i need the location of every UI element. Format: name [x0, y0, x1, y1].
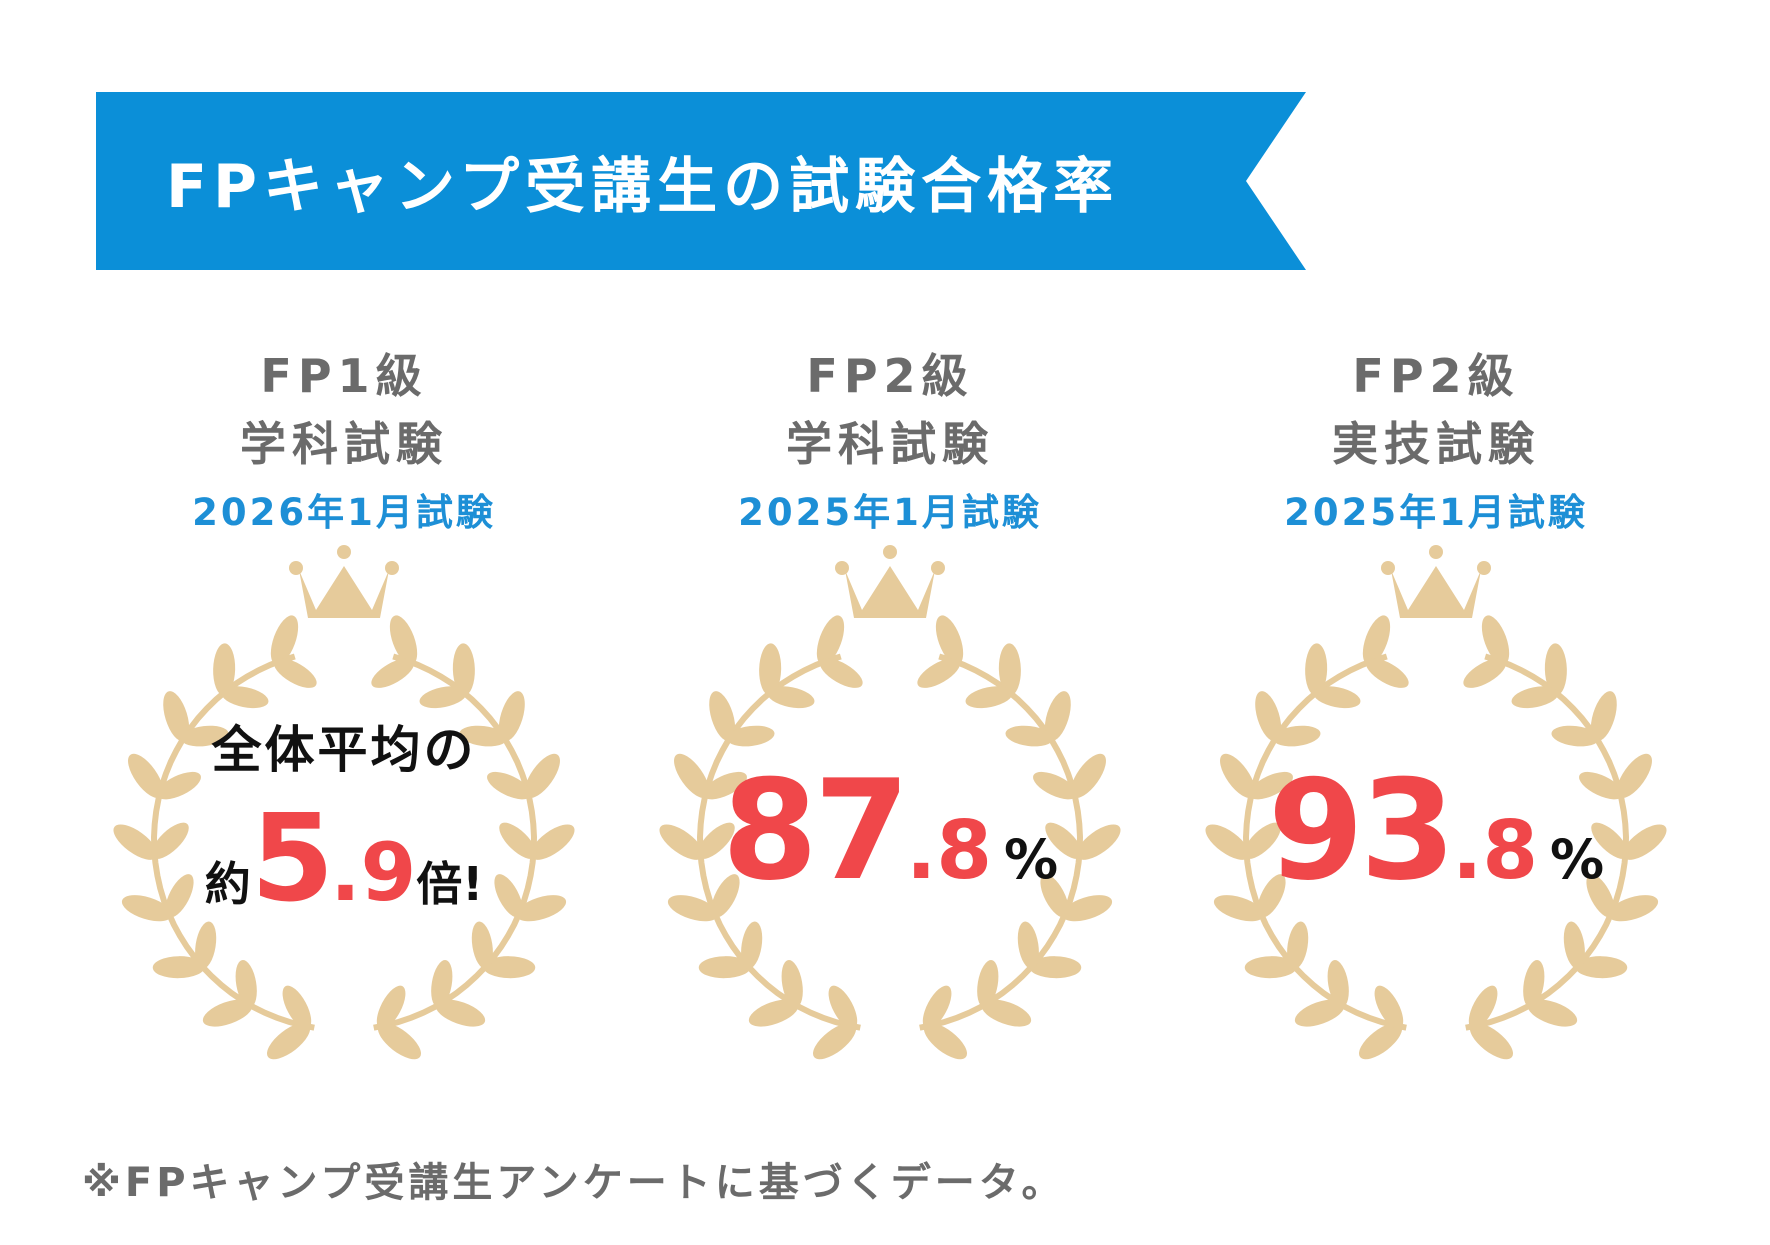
card-exam-type: 学科試験 [240, 417, 448, 471]
multiplier-dec: .9 [330, 826, 417, 919]
ribbon-shape [96, 92, 1306, 270]
header-banner: FPキャンプ受講生の試験合格率 [96, 92, 1306, 270]
card-fp2-gakka: FP2級 学科試験 2025年1月試験 87.8% [630, 330, 1150, 1090]
laurel-right-branch [371, 615, 575, 1060]
card-exam-date: 2026年1月試験 [192, 491, 496, 534]
card-exam-type: 実技試験 [1332, 417, 1540, 471]
percent-unit: % [1550, 828, 1605, 891]
card-exam-type: 学科試験 [786, 417, 994, 471]
pass-rate-int: 93 [1267, 750, 1456, 911]
card-grade: FP2級 [806, 349, 974, 403]
pass-rate: 87.8% [630, 750, 1150, 911]
laurel-wreath-icon [1205, 545, 1667, 1060]
card-exam-date: 2025年1月試験 [1284, 491, 1588, 534]
footnote: ※FPキャンプ受講生アンケートに基づくデータ。 [82, 1160, 1066, 1206]
banner-title: FPキャンプ受講生の試験合格率 [166, 151, 1120, 222]
laurel-left-branch [659, 615, 863, 1060]
laurel-wreath-icon [113, 545, 575, 1060]
multiplier-value: 約5.9倍! [84, 790, 604, 929]
pass-rate: 93.8% [1176, 750, 1696, 911]
crown-icon [289, 545, 399, 618]
percent-unit: % [1004, 828, 1059, 891]
average-label: 全体平均の [211, 721, 477, 779]
card-grade: FP2級 [1352, 349, 1520, 403]
laurel-left-branch [1205, 615, 1409, 1060]
card-fp1-gakka: FP1級 学科試験 2026年1月試験 全体平均の 約5.9倍! [84, 330, 604, 1090]
crown-icon [835, 545, 945, 618]
laurel-right-branch [917, 615, 1121, 1060]
times-label: 倍! [416, 857, 484, 911]
card-exam-date: 2025年1月試験 [738, 491, 1042, 534]
laurel-right-branch [1463, 615, 1667, 1060]
crown-icon [1381, 545, 1491, 618]
pass-rate-dec: .8 [1451, 804, 1538, 897]
about-label: 約 [204, 857, 251, 911]
laurel-wreath-icon [659, 545, 1121, 1060]
multiplier-int: 5 [250, 790, 334, 929]
pass-rate-int: 87 [721, 750, 910, 911]
laurel-left-branch [113, 615, 317, 1060]
card-fp2-jitsugi: FP2級 実技試験 2025年1月試験 93.8% [1176, 330, 1696, 1090]
pass-rate-dec: .8 [905, 804, 992, 897]
card-grade: FP1級 [260, 349, 428, 403]
